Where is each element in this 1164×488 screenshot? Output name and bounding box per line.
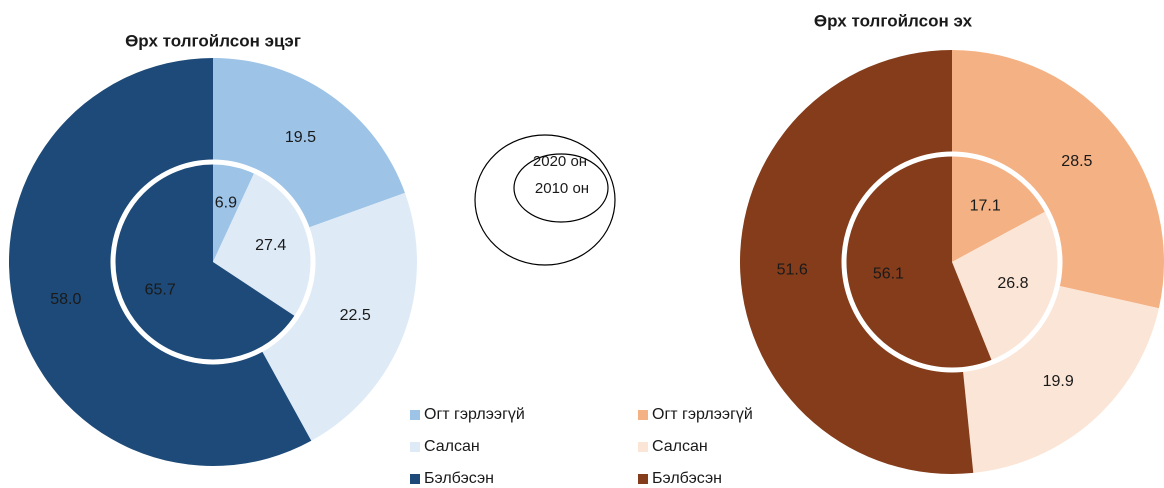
inner-slice bbox=[213, 171, 313, 318]
legend-label: Бэлбэсэн bbox=[652, 470, 722, 487]
outer-slice bbox=[213, 58, 405, 229]
data-label: 26.8 bbox=[997, 275, 1028, 292]
outer-slice bbox=[952, 50, 1164, 309]
data-label: 58.0 bbox=[50, 291, 81, 308]
legend-swatch bbox=[638, 442, 648, 452]
key-outer-ring bbox=[474, 134, 616, 266]
inner-slice bbox=[844, 154, 993, 370]
legend-swatch bbox=[410, 474, 420, 484]
chart-title: Өрх толгойлсон эх bbox=[814, 11, 973, 30]
outer-slice bbox=[740, 50, 974, 474]
key-inner-ring bbox=[513, 153, 609, 223]
legend-label: Салсан bbox=[424, 438, 480, 455]
key-inner-label: 2010 он bbox=[535, 180, 589, 197]
data-label: 65.7 bbox=[145, 282, 176, 299]
inner-slice bbox=[213, 162, 256, 262]
data-label: 19.5 bbox=[285, 129, 316, 146]
data-label: 27.4 bbox=[255, 237, 286, 254]
legend-swatch bbox=[410, 442, 420, 452]
legend-swatch bbox=[410, 410, 420, 420]
outer-slice bbox=[8, 58, 312, 466]
legend-swatch bbox=[638, 474, 648, 484]
ring-separator bbox=[110, 159, 316, 365]
inner-slice bbox=[112, 162, 297, 362]
legend-label: Огт гэрлээгүй bbox=[652, 406, 753, 423]
legend-label: Бэлбэсэн bbox=[424, 470, 494, 487]
legend-label: Огт гэрлээгүй bbox=[424, 406, 525, 423]
inner-slice bbox=[952, 210, 1060, 363]
outer-slice bbox=[962, 285, 1159, 473]
key-outer-label: 2020 он bbox=[533, 153, 587, 170]
data-label: 6.9 bbox=[215, 195, 237, 212]
chart-title: Өрх толгойлсон эцэг bbox=[125, 31, 301, 50]
data-label: 56.1 bbox=[873, 266, 904, 283]
data-label: 22.5 bbox=[340, 307, 371, 324]
data-label: 19.9 bbox=[1043, 373, 1074, 390]
data-label: 28.5 bbox=[1061, 153, 1092, 170]
legend-label: Салсан bbox=[652, 438, 708, 455]
ring-separator bbox=[841, 151, 1063, 373]
data-label: 17.1 bbox=[970, 198, 1001, 215]
legend-swatch bbox=[638, 410, 648, 420]
data-label: 51.6 bbox=[777, 261, 808, 278]
outer-slice bbox=[261, 192, 417, 441]
